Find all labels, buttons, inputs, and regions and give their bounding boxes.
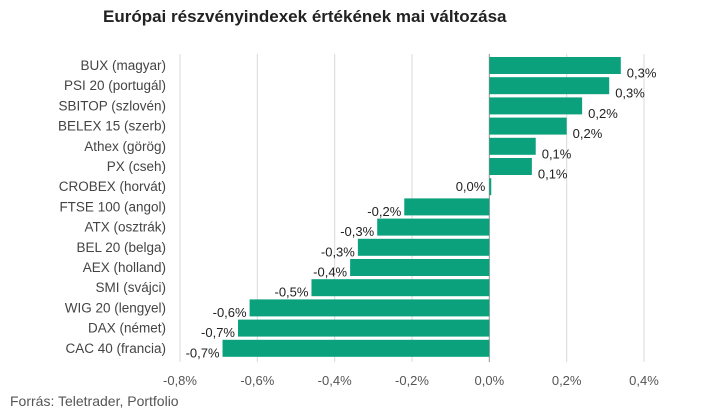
x-tick-label: 0,4% [629, 373, 659, 388]
value-label: 0,3% [627, 66, 657, 81]
value-label: -0,6% [213, 305, 247, 320]
bar [489, 77, 610, 95]
chart-title: Európai részvényindexek értékének mai vá… [103, 7, 507, 26]
category-labels: BUX (magyar) PSI 20 (portugál) SBITOP (szl… [58, 58, 166, 356]
bar [238, 319, 490, 337]
bar [489, 117, 567, 135]
bar [377, 218, 490, 236]
category-label: BELEX 15 (szerb) [58, 119, 166, 134]
bar [489, 97, 583, 115]
category-label: CAC 40 (francia) [65, 341, 166, 356]
bar [489, 57, 621, 74]
category-label: Athex (görög) [84, 139, 166, 154]
value-label: -0,7% [201, 325, 235, 340]
value-label: 0,2% [588, 106, 618, 121]
value-label: -0,5% [274, 285, 308, 300]
bar [357, 238, 490, 256]
bar [249, 299, 490, 317]
x-tick-label: 0,0% [475, 373, 505, 388]
category-label: BEL 20 (belga) [76, 240, 166, 255]
value-label: -0,7% [186, 345, 220, 360]
source-note: Forrás: Teletrader, Portfolio [10, 393, 179, 409]
bar [404, 198, 490, 216]
value-label: 0,2% [573, 126, 603, 141]
bar [350, 259, 490, 276]
value-label: 0,1% [542, 146, 572, 161]
x-tick-label: -0,2% [395, 373, 429, 388]
value-label: -0,3% [321, 244, 355, 259]
x-tick-label: -0,8% [163, 373, 197, 388]
x-tick-label: -0,6% [240, 373, 274, 388]
bars [222, 57, 621, 357]
bar [489, 158, 532, 175]
value-label: -0,2% [367, 204, 401, 219]
value-label: 0,0% [456, 179, 486, 194]
value-label: 0,1% [538, 167, 568, 182]
x-axis-ticks: -0,8% -0,6% -0,4% -0,2% 0,0% 0,2% 0,4% [163, 373, 659, 388]
value-label: -0,4% [313, 265, 347, 280]
bar [311, 279, 490, 297]
value-labels: 0,3%0,3%0,2%0,2%0,1%0,1%0,0%-0,2%-0,3%-0… [186, 66, 657, 361]
category-label: CROBEX (horvát) [59, 179, 166, 194]
category-label: DAX (német) [88, 321, 166, 336]
bar [222, 339, 490, 357]
category-label: SBITOP (szlovén) [58, 98, 166, 113]
category-label: WIG 20 (lengyel) [65, 300, 166, 315]
category-label: FTSE 100 (angol) [59, 199, 166, 214]
category-label: SMI (svájci) [96, 280, 167, 295]
x-tick-label: -0,4% [318, 373, 352, 388]
category-label: ATX (osztrák) [84, 220, 166, 235]
x-tick-label: 0,2% [552, 373, 582, 388]
category-label: PSI 20 (portugál) [64, 78, 166, 93]
bar [489, 137, 536, 155]
value-label: -0,3% [340, 224, 374, 239]
category-label: PX (cseh) [107, 159, 166, 174]
category-label: BUX (magyar) [80, 58, 166, 73]
bar [489, 178, 492, 196]
category-label: AEX (holland) [83, 260, 166, 275]
value-label: 0,3% [615, 86, 645, 101]
